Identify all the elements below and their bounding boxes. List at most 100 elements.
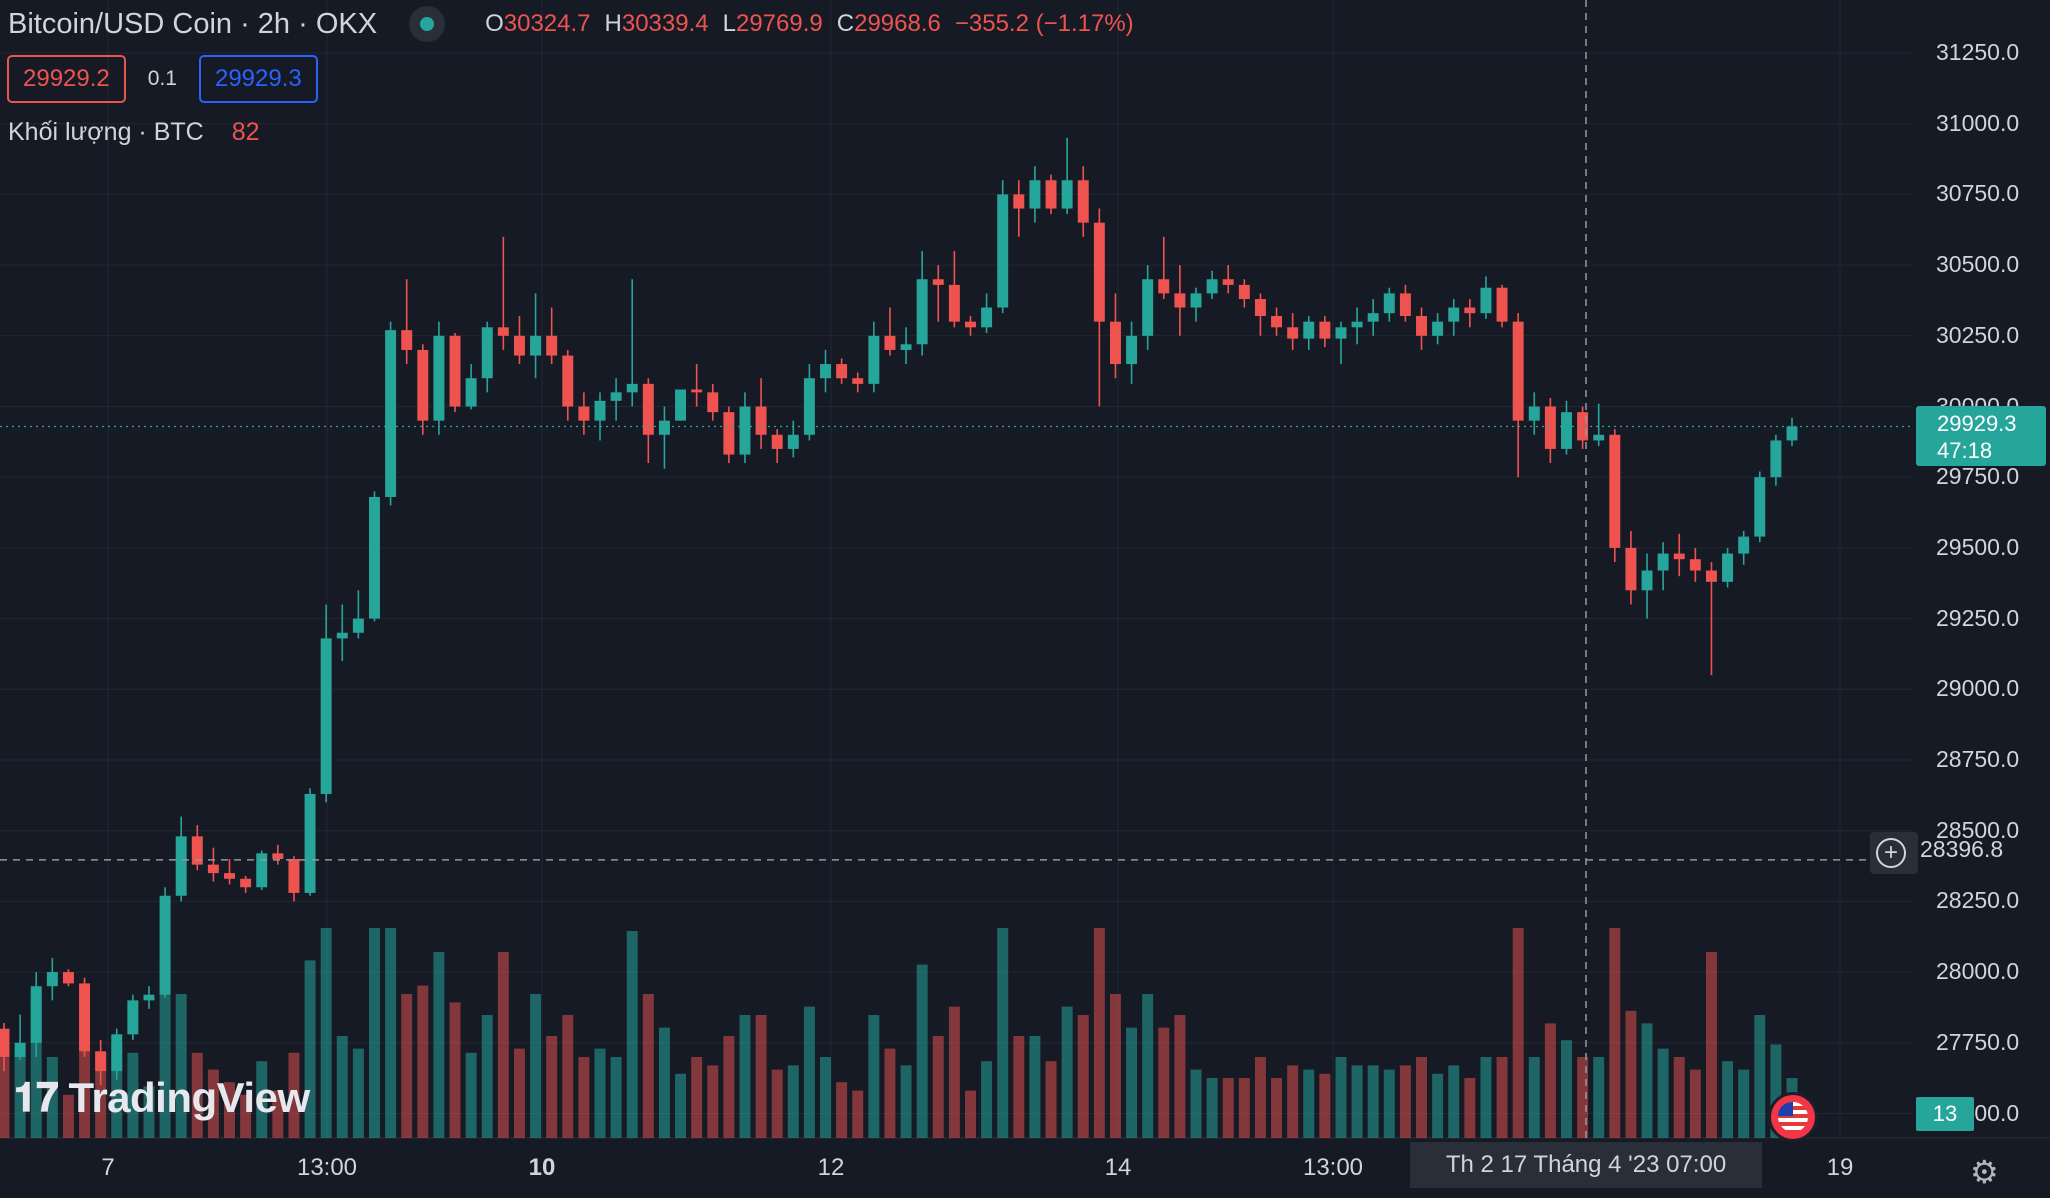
volume-bar — [1512, 928, 1524, 1138]
close-value: 29968.6 — [854, 10, 941, 37]
candle-body — [497, 327, 509, 336]
volume-bar — [948, 1006, 960, 1138]
candle-body — [1786, 426, 1798, 441]
volume-bar — [868, 1015, 880, 1138]
bar-countdown: 47:18 — [1937, 438, 1993, 463]
volume-bar — [1432, 1073, 1444, 1138]
volume-bar — [610, 1057, 622, 1138]
time-axis-label: 14 — [1104, 1154, 1132, 1181]
volume-bar — [1303, 1069, 1315, 1138]
volume-bar — [14, 1052, 26, 1138]
candle-body — [884, 335, 896, 350]
volume-bar — [707, 1065, 719, 1138]
volume-bar — [1142, 994, 1154, 1138]
volume-bar — [1367, 1065, 1379, 1138]
volume-bar — [1770, 1044, 1782, 1138]
crosshair-price: 28396.8 — [1920, 836, 2004, 862]
candle-body — [336, 632, 348, 639]
candle-body — [1544, 406, 1556, 449]
price-axis-label: 29750.0 — [1936, 463, 2020, 490]
price-axis-label: 28250.0 — [1936, 887, 2020, 914]
candle-body — [1093, 222, 1105, 322]
tradingview-logo-icon: 𝟏𝟕 — [14, 1075, 59, 1120]
settings-gear-icon[interactable]: ⚙ — [1970, 1154, 1999, 1190]
price-axis-label: 29250.0 — [1936, 604, 2020, 631]
time-axis-label: 13:00 — [296, 1154, 358, 1181]
volume-bar — [1174, 1015, 1186, 1138]
candle-body — [1464, 307, 1476, 314]
volume-bar — [1190, 1069, 1202, 1138]
volume-bar — [1625, 1010, 1637, 1138]
price-axis-label: 30750.0 — [1936, 180, 2020, 207]
candle-body — [626, 383, 638, 393]
candle-body — [127, 1000, 139, 1035]
candle-body — [240, 878, 252, 888]
candle-body — [900, 344, 912, 350]
volume-bar — [127, 1052, 139, 1138]
volume-legend[interactable]: Khối lượng · BTC 82 — [8, 118, 260, 147]
candle-body — [948, 284, 960, 322]
volume-bar — [820, 1057, 831, 1138]
volume-bar — [626, 931, 638, 1138]
quantity-field[interactable]: 0.1 — [147, 67, 177, 90]
volume-bar — [1593, 1057, 1605, 1138]
candle-body — [1238, 284, 1250, 300]
candle-body — [62, 972, 74, 984]
add-alert-plus-icon[interactable]: + — [1876, 838, 1906, 868]
trade-panel: 29929.2 0.1 29929.3 — [7, 55, 318, 103]
volume-bar — [1222, 1078, 1234, 1138]
candle-body — [14, 1042, 26, 1057]
volume-bar — [836, 1082, 848, 1138]
volume-bar — [771, 1069, 783, 1138]
volume-bar — [1705, 952, 1717, 1138]
candle-body — [1287, 327, 1299, 339]
candle-body — [691, 389, 703, 393]
volume-bar — [1109, 994, 1121, 1138]
price-axis-label: 31250.0 — [1936, 39, 2020, 65]
volume-bar — [1029, 1036, 1041, 1138]
tradingview-logo[interactable]: 𝟏𝟕 TradingView — [14, 1074, 310, 1122]
sell-button[interactable]: 29929.2 — [7, 55, 126, 103]
candle-body — [965, 321, 976, 328]
buy-button[interactable]: 29929.3 — [198, 55, 318, 103]
volume-bar — [1399, 1065, 1411, 1138]
volume-bar — [1271, 1078, 1283, 1138]
candle-body — [1190, 293, 1202, 308]
candle-body — [0, 1028, 10, 1057]
candle-body — [46, 972, 58, 987]
candle-body — [578, 406, 590, 421]
volume-bar — [981, 1061, 993, 1138]
candle-body — [465, 378, 477, 407]
volume-bar — [755, 1015, 767, 1138]
volume-bar — [723, 1036, 735, 1138]
symbol-title[interactable]: Bitcoin/USD Coin · 2h · OKX — [8, 7, 378, 40]
tradingview-logo-text: TradingView — [68, 1074, 310, 1121]
time-axis-label: 7 — [101, 1154, 115, 1181]
volume-bar — [240, 1094, 252, 1138]
candle-body — [1722, 553, 1734, 582]
candle-body — [739, 406, 751, 455]
candle-body — [191, 836, 203, 865]
candle-body — [1673, 553, 1685, 560]
candle-body — [836, 364, 848, 379]
volume-bar — [256, 1061, 268, 1138]
candle-body — [256, 853, 268, 888]
time-axis-label: 13:00 — [1302, 1154, 1364, 1181]
volume-bar — [352, 1048, 364, 1138]
volume-bar — [1657, 1048, 1669, 1138]
candle-body — [932, 279, 944, 285]
volume-bar — [1077, 1015, 1089, 1138]
volume-bar — [95, 1052, 107, 1138]
volume-bar — [497, 952, 509, 1138]
candle-body — [1174, 293, 1186, 308]
candle-body — [981, 307, 993, 328]
us-flag-icon[interactable] — [1768, 1092, 1818, 1142]
candle-body — [1625, 547, 1637, 591]
candle-body — [369, 496, 380, 619]
candle-body — [1319, 321, 1331, 339]
volume-label: Khối lượng · BTC — [8, 118, 204, 146]
volume-bar — [304, 960, 316, 1138]
volume-bar — [1722, 1061, 1734, 1138]
volume-bar — [884, 1048, 896, 1138]
